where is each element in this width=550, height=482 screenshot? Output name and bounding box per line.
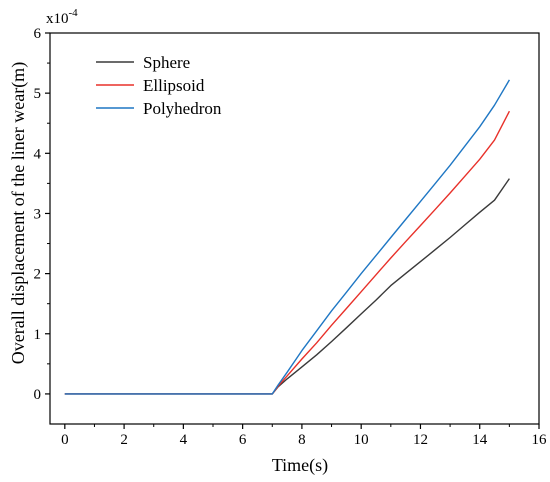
x-tick-label: 0: [61, 432, 69, 448]
legend-label-sphere: Sphere: [143, 53, 190, 72]
legend-label-ellipsoid: Ellipsoid: [143, 76, 205, 95]
legend: Sphere Ellipsoid Polyhedron: [96, 53, 222, 118]
series-line-sphere: [64, 178, 510, 395]
y-tick-label: 6: [34, 26, 42, 42]
x-tick-label: 6: [239, 432, 247, 448]
legend-label-polyhedron: Polyhedron: [143, 99, 222, 118]
x-tick-label: 10: [354, 432, 369, 448]
x-tick-label: 4: [180, 432, 188, 448]
y-tick-label: 0: [34, 387, 42, 403]
x-tick-label: 14: [472, 432, 488, 448]
y-axis-multiplier-base: x10: [46, 11, 69, 27]
y-axis-multiplier-exponent: -4: [69, 7, 79, 19]
y-tick-label: 3: [34, 206, 42, 222]
y-tick-label: 5: [34, 86, 42, 102]
series-line-polyhedron: [64, 79, 511, 395]
y-axis-title: Overall displacement of the liner wear(m…: [8, 62, 29, 364]
x-tick-label: 16: [532, 432, 548, 448]
y-axis-multiplier: x10-4: [46, 7, 78, 27]
plot-frame: [49, 32, 540, 425]
x-tick-label: 2: [120, 432, 128, 448]
y-tick-label: 1: [34, 327, 42, 343]
x-axis-title: Time(s): [272, 455, 328, 476]
x-tick-label: 8: [298, 432, 306, 448]
x-tick-label: 12: [413, 432, 428, 448]
y-tick-label: 4: [34, 146, 42, 162]
series-line-ellipsoid: [64, 110, 511, 395]
y-tick-label: 2: [34, 267, 42, 283]
plot-series: [64, 79, 511, 395]
